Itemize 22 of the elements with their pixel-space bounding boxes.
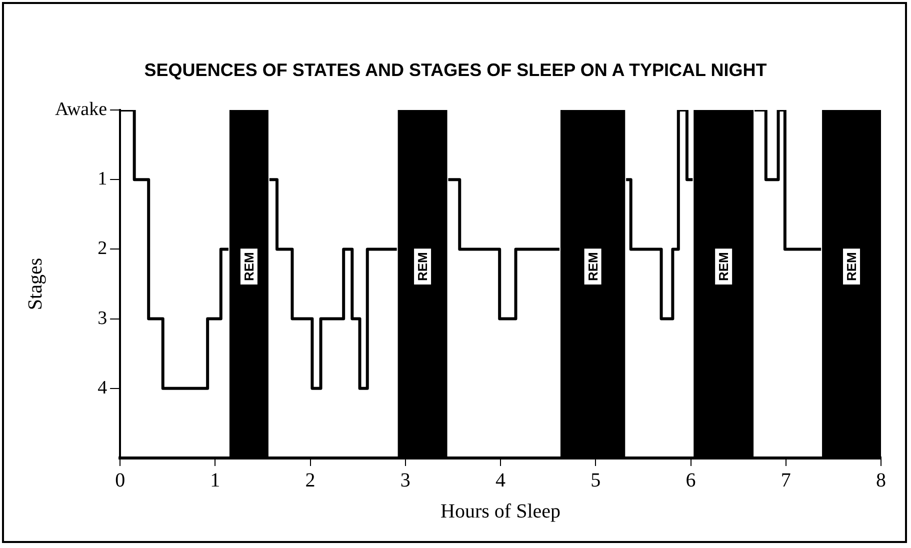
x-tick-label: 0 [115,469,126,492]
x-tick-label: 7 [780,469,791,492]
x-tick-label: 2 [305,469,316,492]
chart-title: SEQUENCES OF STATES AND STAGES OF SLEEP ON A TYPICAL NIGHT [143,60,768,81]
y-tick-label: 1 [98,168,108,190]
x-tick-label: 8 [876,469,886,492]
y-tick-label: Awake [54,98,108,120]
x-tick-label: 6 [686,469,696,492]
x-tick-label: 1 [210,469,220,492]
band-label: REM [415,252,430,282]
x-axis-title: Hours of Sleep [440,500,561,522]
x-tick-label: 5 [590,469,601,492]
band-label: REM [585,252,600,282]
y-tick-label: 4 [98,377,108,398]
y-axis-title: Stages [24,258,46,310]
y-tick-label: 3 [98,308,108,329]
band-label: REM [716,252,732,282]
y-tick-label: 2 [98,238,108,260]
band-label: REM [844,252,860,282]
x-tick-label: 4 [496,469,506,492]
band-label: REM [242,252,257,282]
x-tick-label: 3 [400,469,410,492]
